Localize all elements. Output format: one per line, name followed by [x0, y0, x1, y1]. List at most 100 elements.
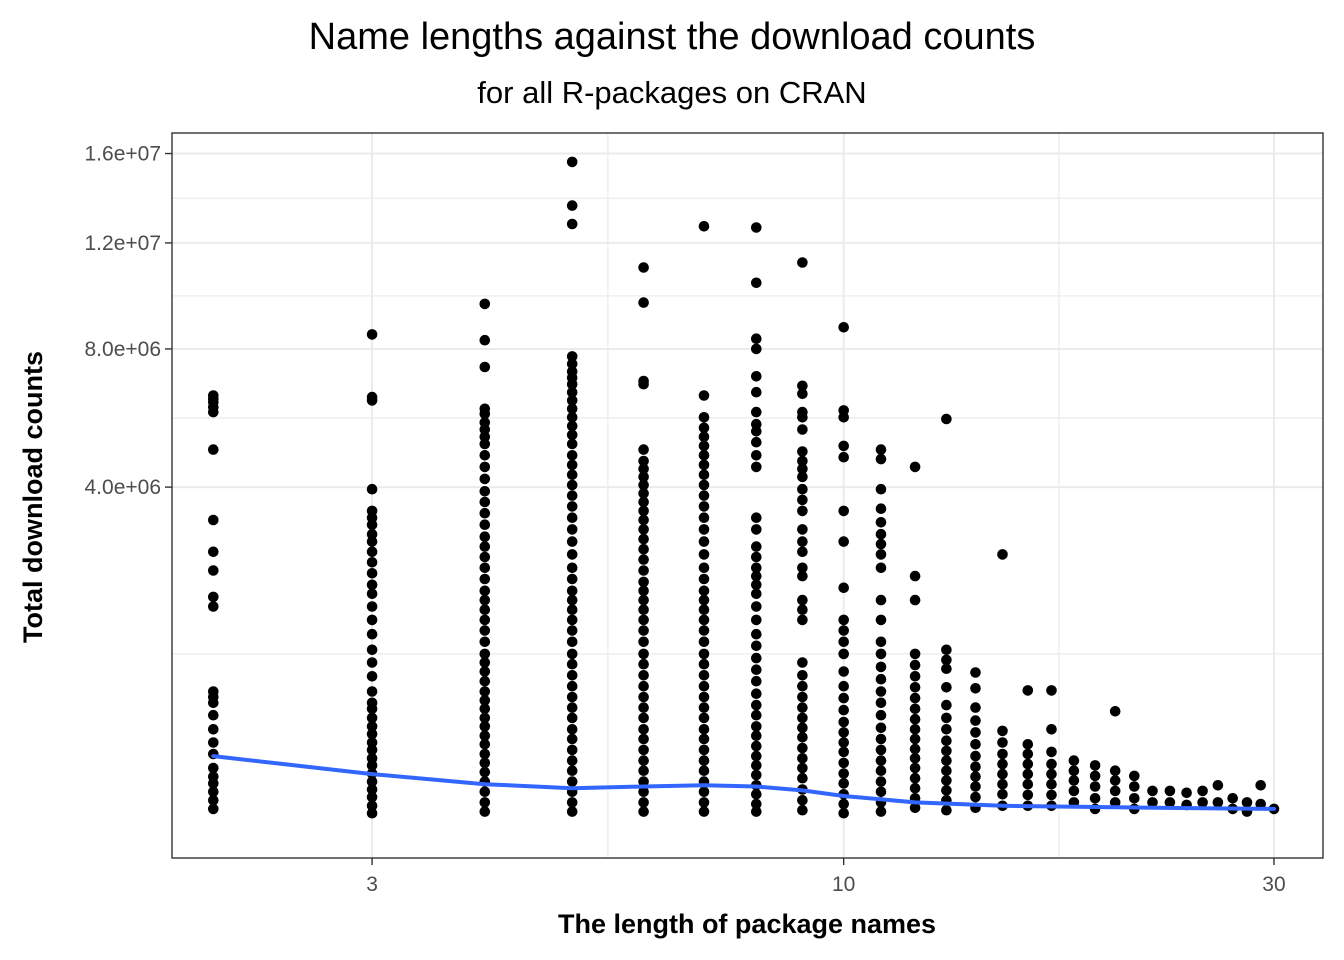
data-point — [479, 461, 491, 473]
data-point — [1089, 760, 1101, 771]
data-point — [208, 444, 219, 455]
data-point — [751, 436, 762, 448]
data-point — [208, 709, 219, 721]
data-point — [479, 486, 491, 497]
data-point — [698, 524, 710, 535]
data-point — [838, 505, 849, 517]
data-point — [1227, 793, 1238, 804]
data-point — [838, 614, 849, 626]
data-point — [479, 721, 491, 732]
data-point — [751, 688, 762, 699]
data-point — [797, 570, 808, 582]
data-point — [797, 257, 808, 268]
data-point — [797, 380, 808, 392]
data-point — [909, 682, 921, 693]
data-point — [838, 768, 849, 779]
data-point — [970, 702, 981, 713]
data-point — [638, 594, 649, 606]
data-point — [566, 712, 578, 724]
data-point — [797, 712, 808, 724]
data-point — [698, 691, 710, 703]
data-point — [751, 721, 762, 732]
data-point — [566, 156, 578, 168]
data-point — [1164, 785, 1176, 797]
data-point — [875, 538, 887, 550]
data-point — [797, 614, 808, 626]
data-point — [698, 440, 710, 452]
data-point — [838, 778, 849, 789]
data-point — [875, 517, 887, 528]
data-point — [751, 628, 762, 640]
data-point — [479, 438, 491, 450]
data-point — [366, 614, 378, 626]
data-point — [479, 531, 491, 542]
data-point — [566, 658, 578, 670]
data-point — [698, 625, 710, 636]
data-point — [366, 807, 378, 819]
data-point — [638, 614, 649, 626]
data-point — [698, 806, 710, 817]
panel-border — [171, 132, 1324, 859]
data-point — [208, 737, 219, 748]
data-point — [638, 625, 649, 636]
data-point — [875, 765, 887, 776]
data-point — [566, 776, 578, 787]
data-point — [797, 670, 808, 681]
data-point — [838, 680, 849, 692]
data-point — [479, 562, 491, 574]
data-point — [997, 737, 1008, 748]
data-point — [797, 463, 808, 475]
data-point — [208, 565, 219, 576]
data-point — [838, 322, 849, 333]
data-point — [875, 686, 887, 697]
data-point — [1068, 775, 1080, 786]
data-point — [479, 585, 491, 597]
data-point — [479, 594, 491, 606]
data-point — [366, 528, 378, 540]
data-point — [638, 658, 649, 670]
data-point — [1022, 748, 1034, 760]
data-point — [479, 686, 491, 697]
data-point — [875, 806, 887, 817]
data-point — [566, 429, 578, 441]
data-point — [797, 546, 808, 558]
data-point — [797, 536, 808, 547]
data-point — [366, 579, 378, 591]
data-point — [1046, 778, 1057, 790]
data-point — [698, 755, 710, 766]
data-point — [566, 450, 578, 461]
data-point — [208, 591, 219, 603]
data-point — [1129, 781, 1140, 792]
data-point — [751, 551, 762, 563]
data-point — [1147, 797, 1158, 808]
x-tick-label: 30 — [1262, 873, 1285, 896]
data-point — [909, 648, 921, 660]
data-point — [638, 444, 649, 455]
data-point — [566, 512, 578, 523]
data-point — [638, 691, 649, 703]
data-point — [909, 782, 921, 794]
data-point — [997, 778, 1008, 790]
data-point — [698, 670, 710, 681]
grid-lines — [172, 133, 1323, 858]
data-point — [838, 412, 849, 423]
data-point — [566, 648, 578, 660]
data-point — [751, 333, 762, 345]
data-point — [838, 582, 849, 594]
data-point — [366, 760, 378, 771]
data-point — [838, 704, 849, 716]
data-point — [638, 565, 649, 576]
data-point — [751, 709, 762, 721]
data-point — [751, 386, 762, 398]
data-point — [638, 496, 649, 508]
data-point — [909, 461, 921, 473]
data-point — [566, 490, 578, 501]
data-point — [698, 604, 710, 615]
data-point — [1212, 797, 1224, 808]
data-point — [566, 403, 578, 415]
data-point — [1022, 739, 1034, 750]
data-point — [797, 691, 808, 703]
data-point — [1046, 685, 1057, 696]
data-point — [366, 728, 378, 740]
data-point — [751, 601, 762, 612]
